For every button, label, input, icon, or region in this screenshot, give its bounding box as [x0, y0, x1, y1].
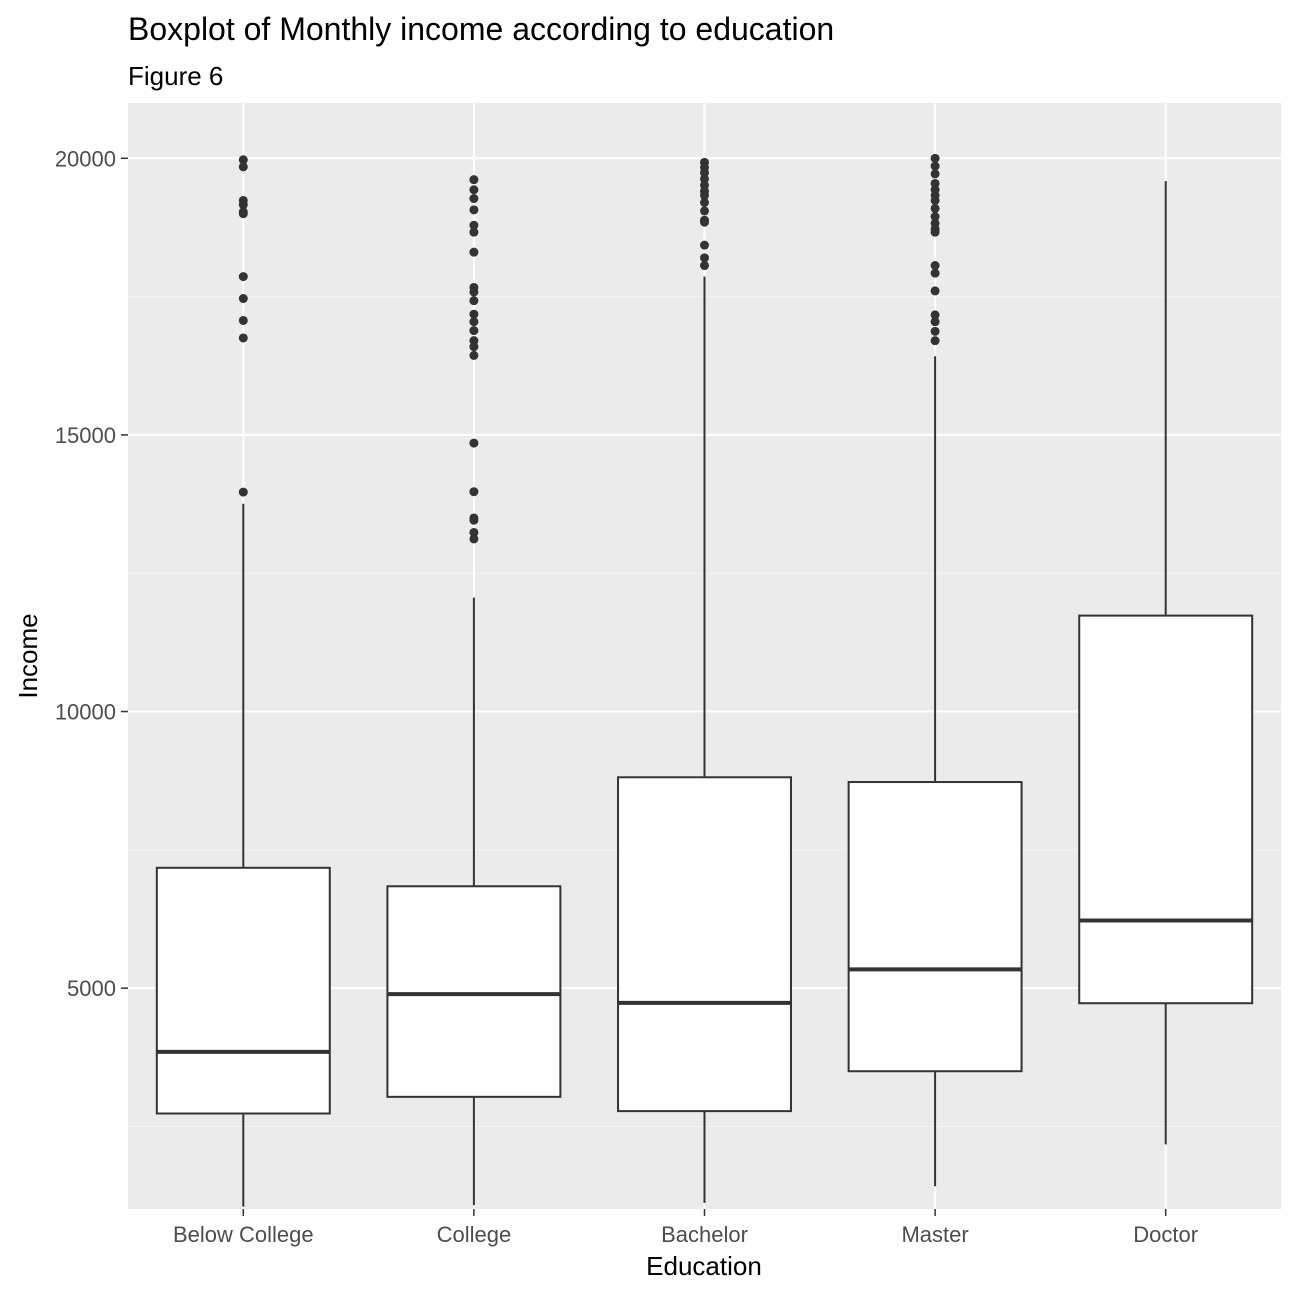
chart-subtitle: Figure 6	[128, 61, 223, 91]
x-tick-label: College	[437, 1222, 512, 1247]
outlier-point	[238, 487, 248, 497]
outlier-point	[469, 326, 479, 336]
outlier-point	[469, 515, 479, 525]
outlier-point	[469, 309, 479, 319]
outlier-point	[700, 206, 709, 216]
outlier-point	[238, 272, 248, 282]
boxes-layer	[155, 153, 1254, 1207]
outlier-point	[930, 178, 940, 188]
outlier-point	[930, 317, 940, 327]
outlier-point	[930, 153, 940, 163]
y-tick-label: 10000	[55, 700, 116, 725]
outlier-point	[469, 296, 479, 306]
outlier-point	[469, 487, 479, 497]
outlier-point	[930, 169, 940, 179]
outlier-point	[700, 197, 709, 207]
outlier-point	[930, 212, 940, 222]
outlier-point	[238, 315, 248, 325]
outlier-point	[700, 217, 709, 227]
outlier-point	[700, 190, 709, 200]
outlier-point	[238, 155, 248, 165]
outlier-point	[469, 317, 479, 327]
outlier-point	[930, 227, 940, 237]
outlier-point	[700, 168, 709, 178]
outlier-point	[469, 527, 479, 537]
x-tick-label: Bachelor	[661, 1222, 748, 1247]
box-iqr	[1078, 614, 1254, 1005]
outlier-point	[700, 174, 709, 184]
outlier-point	[469, 175, 479, 185]
chart-title: Boxplot of Monthly income according to e…	[128, 11, 834, 47]
outlier-point	[930, 286, 940, 296]
outlier-point	[930, 310, 940, 320]
y-axis-title: Income	[13, 613, 43, 698]
box-iqr	[847, 781, 1023, 1073]
box-group	[617, 157, 792, 1203]
outlier-point	[469, 534, 479, 544]
outlier-point	[930, 261, 940, 271]
x-axis-ticks: Below College College Bachelor Master Doctor	[173, 1209, 1198, 1247]
outlier-point	[930, 203, 940, 213]
outlier-point	[930, 336, 940, 346]
outlier-point	[238, 209, 248, 219]
outlier-point	[700, 253, 709, 263]
box-iqr	[386, 885, 562, 1098]
outlier-point	[238, 333, 248, 343]
box-iqr	[155, 866, 331, 1115]
box-iqr	[617, 776, 792, 1113]
outlier-point	[469, 185, 479, 195]
outlier-point	[469, 220, 479, 230]
x-tick-label: Doctor	[1133, 1222, 1198, 1247]
y-axis-ticks: 5000 10000 15000 20000	[55, 146, 128, 1001]
outlier-point	[930, 161, 940, 171]
outlier-point	[469, 205, 479, 215]
outlier-point	[930, 195, 940, 205]
x-tick-label: Master	[901, 1222, 968, 1247]
outlier-point	[930, 268, 940, 278]
x-tick-label: Below College	[173, 1222, 314, 1247]
outlier-point	[238, 162, 248, 172]
box-group	[155, 155, 331, 1207]
outlier-point	[930, 326, 940, 336]
outlier-point	[469, 287, 479, 297]
outlier-point	[700, 261, 709, 271]
box-group	[847, 153, 1023, 1187]
outlier-point	[469, 194, 479, 204]
y-tick-label: 15000	[55, 423, 116, 448]
box-group	[386, 175, 562, 1206]
box-group	[1078, 181, 1254, 1145]
outlier-point	[469, 227, 479, 237]
y-tick-label: 5000	[67, 976, 116, 1001]
x-axis-title: Education	[646, 1251, 762, 1281]
y-tick-label: 20000	[55, 146, 116, 171]
outlier-point	[238, 294, 248, 304]
outlier-point	[238, 200, 248, 210]
outlier-point	[469, 438, 479, 448]
outlier-point	[469, 350, 479, 360]
outlier-point	[469, 342, 479, 352]
outlier-point	[469, 247, 479, 257]
outlier-point	[700, 240, 709, 250]
